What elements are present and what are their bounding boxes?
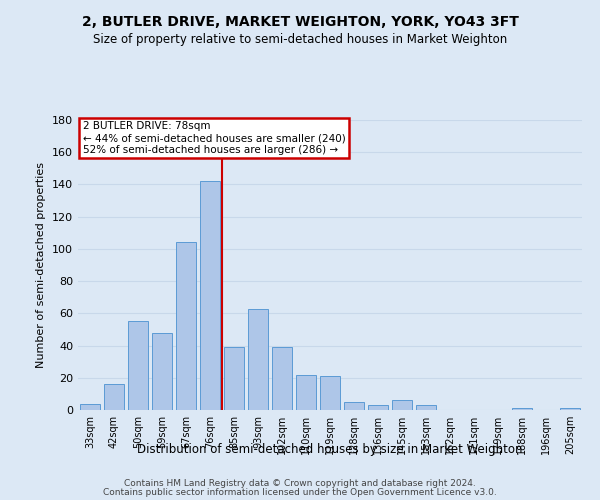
Bar bbox=[176, 242, 196, 410]
Text: 2, BUTLER DRIVE, MARKET WEIGHTON, YORK, YO43 3FT: 2, BUTLER DRIVE, MARKET WEIGHTON, YORK, … bbox=[82, 15, 518, 29]
Text: 2 BUTLER DRIVE: 78sqm
← 44% of semi-detached houses are smaller (240)
52% of sem: 2 BUTLER DRIVE: 78sqm ← 44% of semi-deta… bbox=[83, 122, 346, 154]
Bar bbox=[248, 308, 268, 410]
Bar bbox=[128, 322, 148, 410]
Text: Contains public sector information licensed under the Open Government Licence v3: Contains public sector information licen… bbox=[103, 488, 497, 497]
Bar bbox=[296, 374, 316, 410]
Bar bbox=[512, 408, 532, 410]
Bar bbox=[104, 384, 124, 410]
Bar bbox=[560, 408, 580, 410]
Text: Contains HM Land Registry data © Crown copyright and database right 2024.: Contains HM Land Registry data © Crown c… bbox=[124, 480, 476, 488]
Bar bbox=[152, 332, 172, 410]
Bar bbox=[416, 405, 436, 410]
Y-axis label: Number of semi-detached properties: Number of semi-detached properties bbox=[37, 162, 46, 368]
Text: Size of property relative to semi-detached houses in Market Weighton: Size of property relative to semi-detach… bbox=[93, 32, 507, 46]
Bar bbox=[224, 347, 244, 410]
Bar bbox=[320, 376, 340, 410]
Bar bbox=[344, 402, 364, 410]
Text: Distribution of semi-detached houses by size in Market Weighton: Distribution of semi-detached houses by … bbox=[137, 444, 523, 456]
Bar bbox=[200, 181, 220, 410]
Bar bbox=[272, 347, 292, 410]
Bar bbox=[392, 400, 412, 410]
Bar bbox=[368, 405, 388, 410]
Bar bbox=[80, 404, 100, 410]
